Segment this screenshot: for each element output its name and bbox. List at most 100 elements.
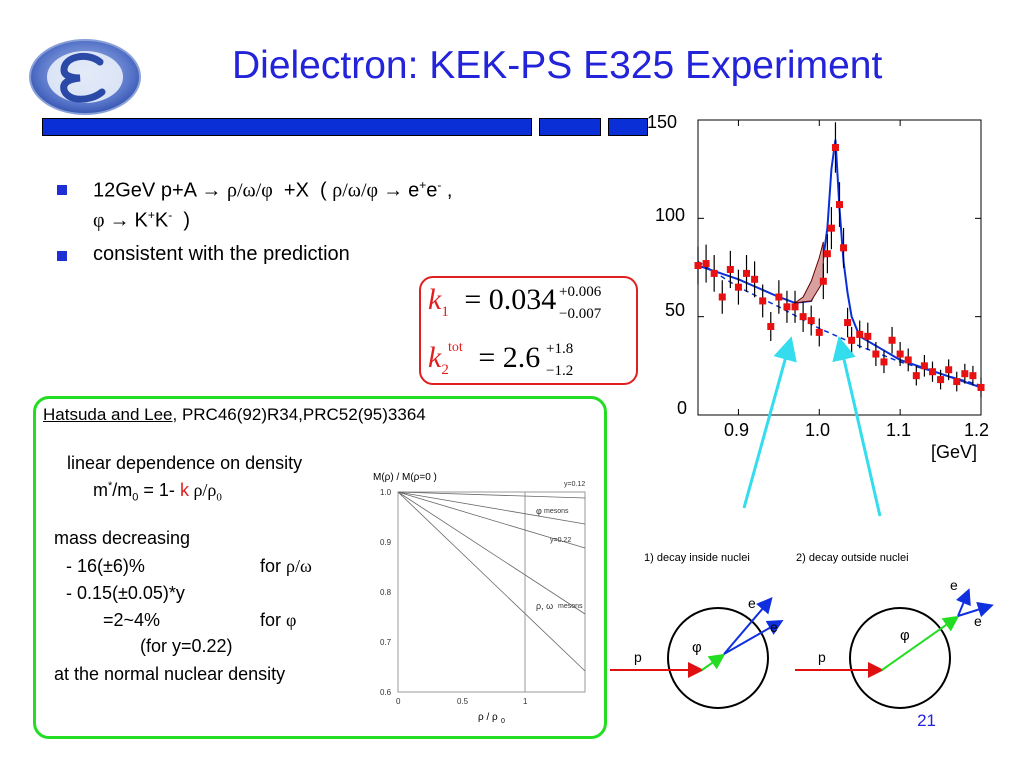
meson-symbols: ρ/ω/φ [226, 179, 273, 202]
electron-arrow-1a [723, 596, 773, 655]
rho-omega-curve-1 [397, 491, 586, 615]
fit-line [697, 139, 982, 389]
header-bar-medium [539, 118, 601, 136]
header-bar-long [42, 118, 532, 136]
k2-superscript: tot [448, 340, 463, 355]
formula-k2: k2 = 2.6 [428, 341, 540, 379]
data-point [783, 303, 791, 311]
minus-sup-2: - [168, 208, 173, 222]
data-point [694, 262, 702, 270]
mass-eq: = 1- [138, 480, 180, 500]
kaon-tail: ) [172, 209, 191, 232]
phi-arrow-2 [881, 615, 960, 671]
phi-curve-y022 [397, 491, 586, 549]
page-number: 21 [917, 711, 936, 730]
xtick-1: 0 [396, 697, 401, 706]
reference-line: Hatsuda and Lee, PRC46(92)R34,PRC52(95)3… [43, 405, 426, 425]
decay-diagrams: p φ e e p φ e e [610, 577, 994, 709]
minus-sup: - [437, 178, 442, 192]
data-point [702, 260, 710, 268]
k2-symbol: k [428, 341, 442, 374]
phi-for: for φ [260, 610, 296, 631]
data-point [836, 201, 843, 209]
data-point [904, 356, 912, 364]
nucleus-circle-1 [667, 607, 769, 709]
decay-outside-label: 2) decay outside nuclei [796, 552, 909, 564]
bullet-consistent: consistent with the prediction [93, 243, 350, 265]
formula-k1: k1 = 0.034 [428, 283, 556, 321]
for-label: for [260, 556, 287, 576]
label-y012: y=0.12 [564, 481, 585, 488]
label-rho-omega: ρ, ω [536, 601, 553, 611]
arrow-symbol-3: → [104, 209, 135, 232]
bullet-reaction: 12GeV p+A → ρ/ω/φ +X ( ρ/ω/φ → e+e- , [93, 178, 452, 203]
label-rho-mesons: mesons [558, 603, 583, 610]
data-point [896, 350, 904, 358]
data-point [759, 297, 767, 305]
data-point [937, 376, 945, 384]
data-point [872, 350, 880, 358]
mass-ratio-chart: M(ρ) / M(ρ=0 ) 1.0 0.9 0.8 0.7 0.6 0 0.5… [373, 472, 586, 725]
reaction-text-mid: +X ( [272, 179, 333, 202]
electron-label-2b: e [974, 613, 982, 629]
electron-label-1b: e [770, 619, 778, 635]
data-point [880, 358, 888, 366]
invariant-mass-chart: 150 100 50 0 0.9 1.0 1.1 1.2 [GeV] [647, 112, 989, 462]
phi-symbol: φ [93, 209, 105, 232]
k2-upper-error: +1.8 [546, 341, 574, 357]
phi-shift-formula: - 0.15(±0.05)*y [66, 583, 185, 603]
meson-symbols-2: ρ/ω/φ [332, 179, 379, 202]
k2-lower-error: −1.2 [546, 363, 574, 379]
proton-label-1: p [634, 649, 642, 665]
phi-symbol-2: φ [286, 610, 297, 630]
proton-label-2: p [818, 649, 826, 665]
data-point [920, 362, 928, 370]
electron-arrow-1b [723, 620, 784, 655]
kek-logo [29, 39, 141, 115]
data-point [726, 265, 734, 273]
phi-shift-value: =2~4% [103, 610, 161, 630]
ytick-3: 0.8 [380, 588, 392, 597]
data-point [953, 378, 961, 386]
plus-sup: + [419, 178, 427, 192]
electron-symbol: e [408, 179, 420, 202]
mass-formula: m*/m0 = 1- k ρ/ρ0 [93, 480, 222, 504]
label-phi-mesons: mesons [544, 508, 569, 515]
mass-rho-sub: 0 [216, 491, 222, 504]
plus-sup-2: + [147, 208, 155, 222]
data-point [840, 244, 848, 252]
equals-sign-2: = [478, 341, 496, 374]
data-point [831, 144, 839, 152]
big-xtick-0.9: 0.9 [724, 420, 749, 440]
linear-dependence-text: linear dependence on density [67, 453, 303, 473]
k2-subscript: 2 [441, 362, 449, 378]
data-point [819, 277, 827, 285]
big-xtick-1.0: 1.0 [805, 420, 830, 440]
bullet-marker [57, 185, 67, 195]
data-point [767, 323, 775, 330]
reaction-text: 12GeV p+A [93, 179, 202, 202]
reference-citation: , PRC46(92)R34,PRC52(95)3364 [172, 405, 426, 424]
bullet-kaon-line: φ → K+K- ) [93, 208, 190, 233]
mass-sub: 0 [132, 491, 139, 504]
y-value-note: (for y=0.22) [140, 636, 233, 656]
small-chart-xlabel: ρ / ρ [478, 712, 498, 723]
electron-arrow-2b [957, 601, 994, 618]
phi-arrow-1 [701, 653, 726, 671]
formula-box [419, 276, 638, 385]
big-xtick-1.2: 1.2 [964, 420, 989, 440]
phi-label-2: φ [900, 627, 910, 644]
phi-curve-mid [397, 491, 586, 525]
theory-box [33, 396, 607, 739]
big-ytick-150: 150 [647, 112, 677, 132]
mass-decreasing-text: mass decreasing [54, 528, 191, 548]
ytick-5: 0.6 [380, 688, 392, 697]
reference-authors[interactable]: Hatsuda and Lee [43, 405, 173, 424]
kaon-symbol: K [134, 209, 148, 232]
electron-label-1a: e [748, 595, 756, 611]
arrow-symbol: → [201, 179, 222, 202]
data-point [807, 317, 815, 325]
data-point [751, 275, 759, 283]
bullet-marker [57, 251, 67, 261]
data-point [734, 283, 742, 291]
